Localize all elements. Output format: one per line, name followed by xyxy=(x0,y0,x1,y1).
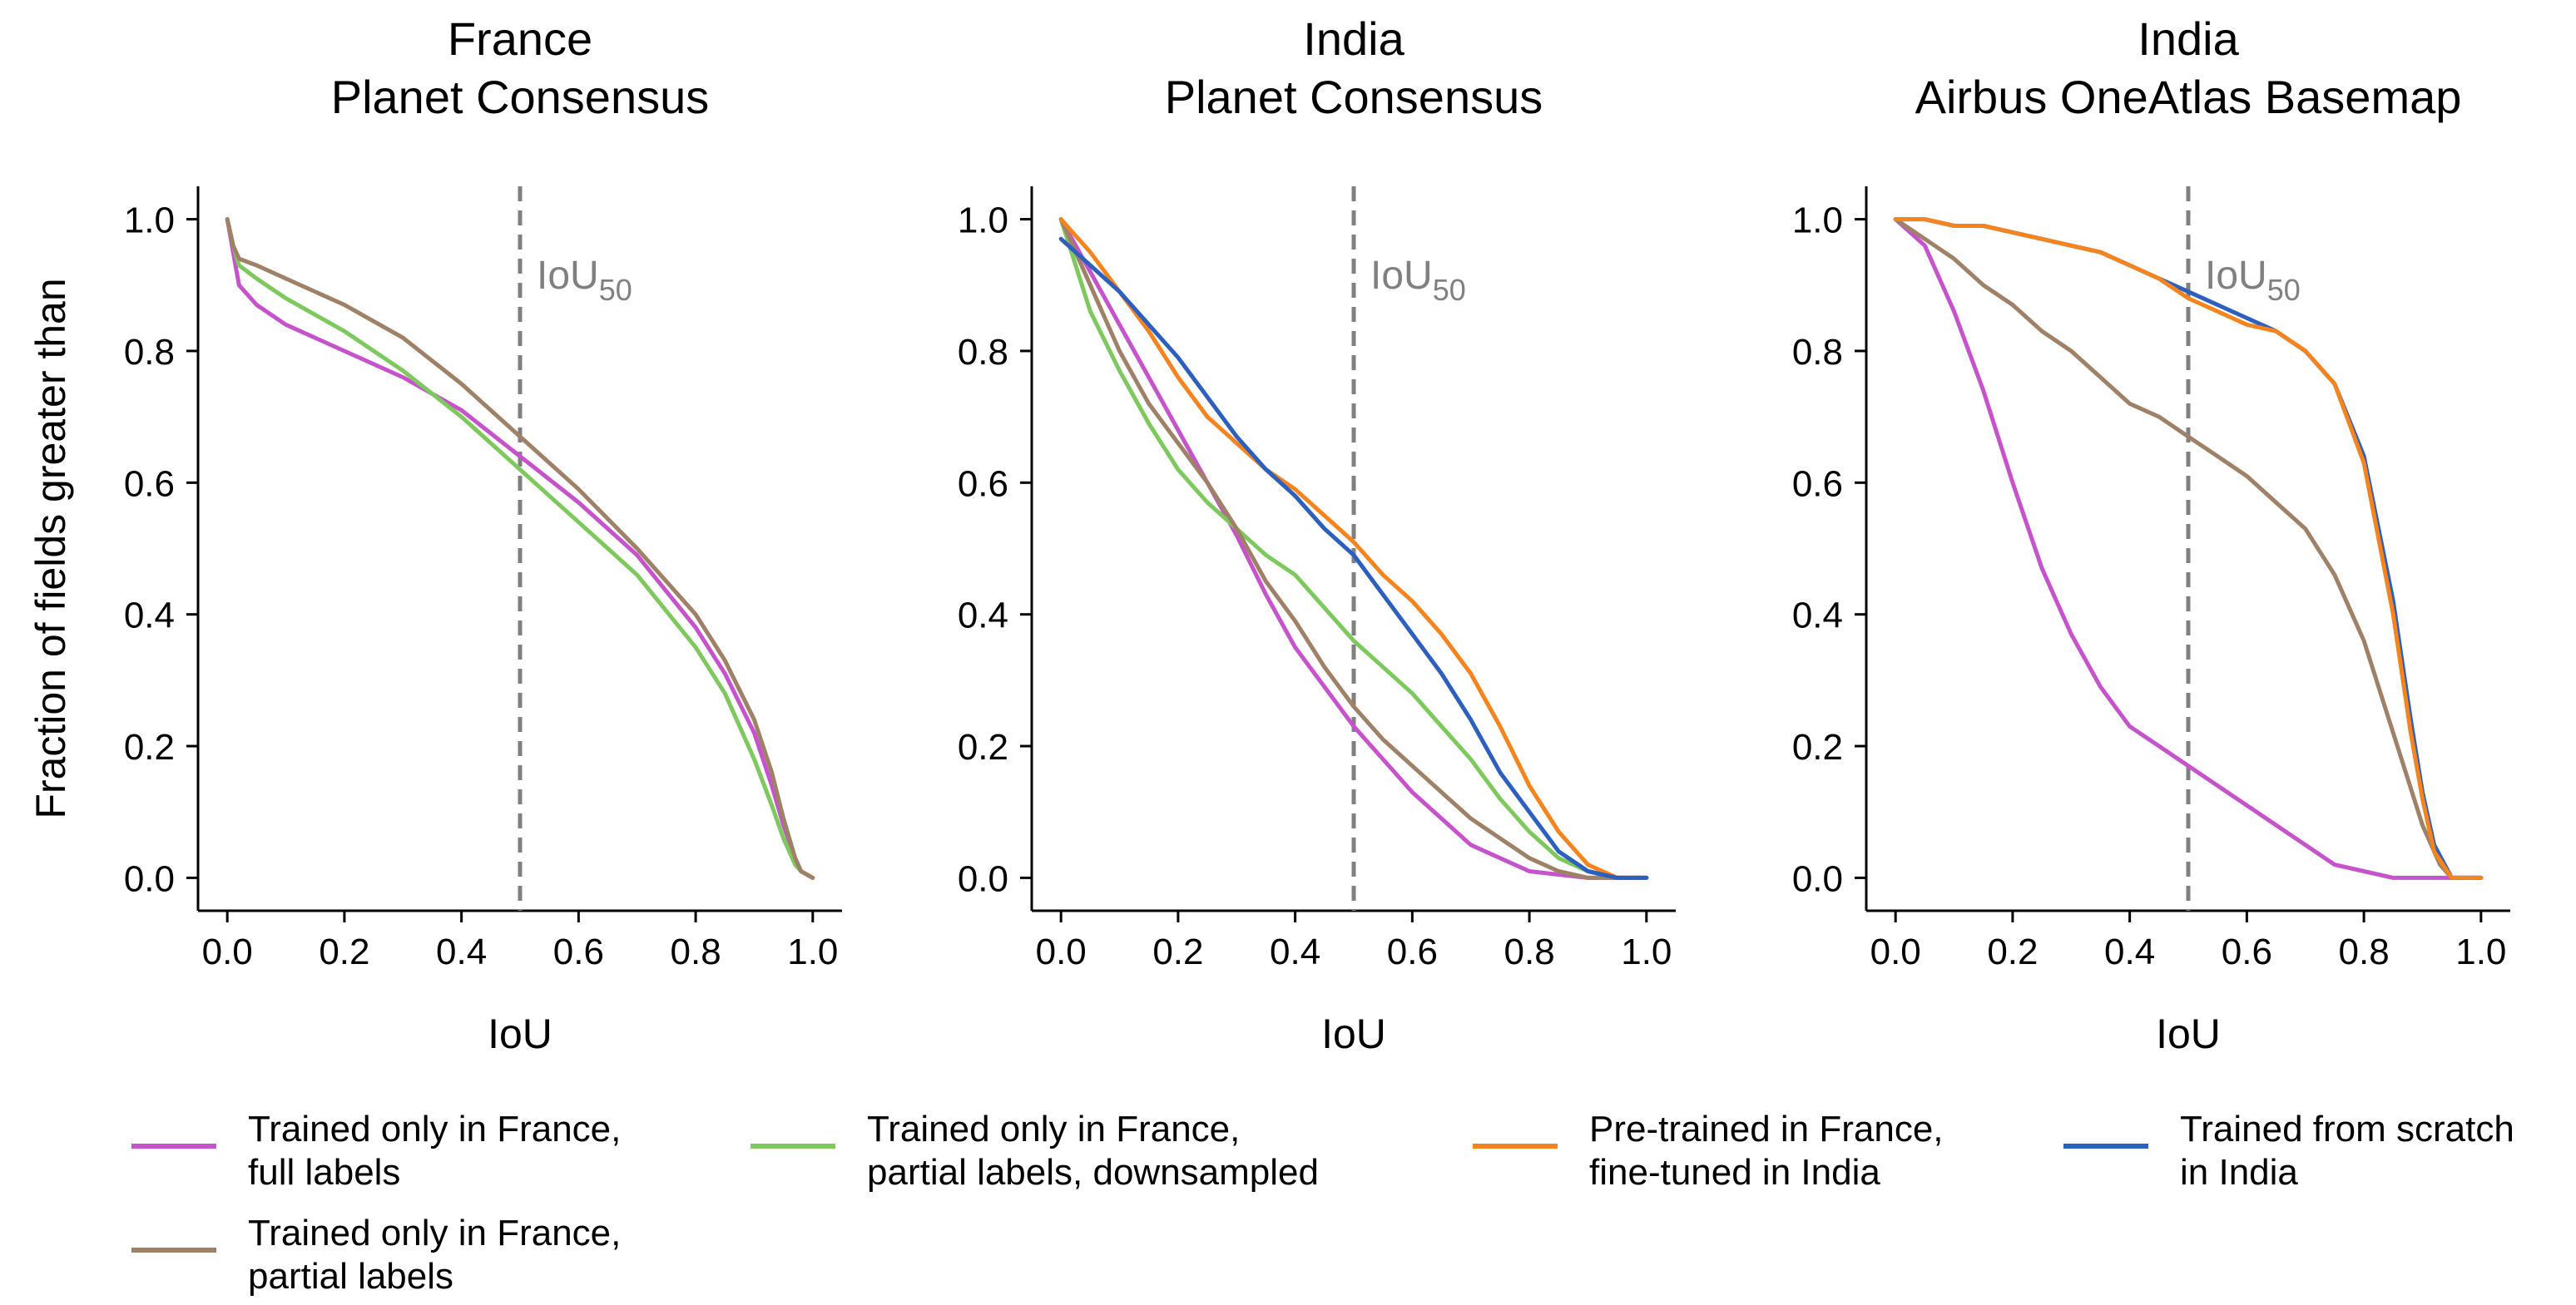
panel-title-line: France xyxy=(448,12,592,65)
legend-label-line: fine-tuned in India xyxy=(1589,1152,1880,1193)
series-line-partial xyxy=(1893,217,2484,880)
y-tick-label: 1.0 xyxy=(124,200,175,241)
y-tick-label: 0.0 xyxy=(124,858,175,899)
legend-label-line: Trained only in France, xyxy=(248,1213,621,1253)
legend-label-line: partial labels xyxy=(248,1256,453,1297)
chart-panel-2: India Planet Consensus 0.0 0.2 0.4 0.6 0.8 1.0 0… xyxy=(958,12,1676,1057)
series-line-scratch xyxy=(1058,236,1649,880)
legend-label-line: Trained only in France, xyxy=(867,1109,1240,1149)
legend-item-partial_down: Trained only in France,partial labels, d… xyxy=(751,1109,1319,1193)
legend-label-line: partial labels, downsampled xyxy=(867,1152,1319,1193)
x-tick-label: 0.2 xyxy=(1152,932,1203,972)
x-axis-label: IoU xyxy=(1321,1011,1386,1057)
series-line-partial_down xyxy=(1058,217,1649,880)
y-axis-label: Fraction of fields greater than xyxy=(27,278,74,818)
x-tick-label: 0.6 xyxy=(1387,932,1438,972)
y-tick-label: 0.8 xyxy=(124,332,175,373)
x-tick-label: 0.4 xyxy=(1270,932,1320,972)
x-tick-label: 0.0 xyxy=(1036,932,1087,972)
x-tick-label: 0.8 xyxy=(1504,932,1555,972)
legend-item-partial: Trained only in France,partial labels xyxy=(131,1213,621,1297)
panel-title-line: India xyxy=(1303,12,1404,65)
iou50-label-main: IoU xyxy=(1370,254,1433,298)
y-tick-label: 0.8 xyxy=(1792,332,1843,373)
legend-item-full: Trained only in France,full labels xyxy=(131,1109,621,1193)
y-tick-label: 1.0 xyxy=(958,200,1008,241)
panel-title-line: Planet Consensus xyxy=(1165,71,1543,123)
y-tick-label: 0.2 xyxy=(958,727,1008,768)
y-tick-label: 0.6 xyxy=(124,463,175,504)
x-tick-label: 0.6 xyxy=(2222,932,2272,972)
panel-title-line: Planet Consensus xyxy=(331,71,710,123)
y-tick-label: 0.4 xyxy=(958,596,1008,636)
x-tick-label: 0.0 xyxy=(202,932,253,972)
panel-title-line: Airbus OneAtlas Basemap xyxy=(1915,71,2462,123)
legend-label-line: in India xyxy=(2180,1152,2298,1193)
chart-panel-3: India Airbus OneAtlas Basemap 0.0 0.2 0.4 0.6… xyxy=(1792,12,2510,1057)
y-tick-label: 0.2 xyxy=(124,727,175,768)
x-tick-label: 0.8 xyxy=(2339,932,2390,972)
legend: Trained only in France,full labelsTraine… xyxy=(131,1109,2514,1297)
x-tick-label: 0.2 xyxy=(319,932,369,972)
iou50-label: IoU50 xyxy=(1370,254,1466,307)
series-line-full xyxy=(1058,217,1649,880)
x-axis-label: IoU xyxy=(2156,1011,2221,1057)
series-line-full xyxy=(1893,217,2484,880)
y-tick-label: 0.0 xyxy=(958,858,1008,899)
series-line-partial_down xyxy=(225,217,815,880)
chart-panel-1: France Planet Consensus 0.0 0.2 0.4 0.6 0.8 1.0… xyxy=(27,12,842,1057)
x-tick-label: 0.8 xyxy=(671,932,721,972)
x-axis-label: IoU xyxy=(488,1011,552,1057)
legend-item-pretrained: Pre-trained in France,fine-tuned in Indi… xyxy=(1473,1109,1944,1193)
x-tick-label: 1.0 xyxy=(2455,932,2506,972)
x-tick-label: 0.2 xyxy=(1987,932,2038,972)
y-tick-label: 0.6 xyxy=(958,463,1008,504)
panel-title-line: India xyxy=(2138,12,2239,65)
x-tick-label: 0.4 xyxy=(2104,932,2155,972)
x-tick-label: 1.0 xyxy=(1621,932,1672,972)
y-tick-label: 0.8 xyxy=(958,332,1008,373)
iou50-label-main: IoU xyxy=(537,254,599,298)
y-tick-label: 0.2 xyxy=(1792,727,1843,768)
legend-label-line: Pre-trained in France, xyxy=(1589,1109,1944,1149)
legend-label-line: Trained from scratch xyxy=(2180,1109,2514,1149)
x-tick-label: 1.0 xyxy=(787,932,838,972)
iou50-label-main: IoU xyxy=(2205,254,2267,298)
series-line-partial xyxy=(1058,217,1649,880)
iou50-label-subscript: 50 xyxy=(1433,273,1466,307)
series-line-partial xyxy=(225,217,815,880)
iou50-label: IoU50 xyxy=(2205,254,2301,307)
legend-label-line: Trained only in France, xyxy=(248,1109,621,1149)
iou50-label: IoU50 xyxy=(537,254,632,307)
series-line-pretrained xyxy=(1058,217,1649,880)
y-tick-label: 0.4 xyxy=(1792,596,1843,636)
legend-label-line: full labels xyxy=(248,1152,400,1193)
y-tick-label: 0.4 xyxy=(124,596,175,636)
y-tick-label: 0.6 xyxy=(1792,463,1843,504)
x-tick-label: 0.0 xyxy=(1870,932,1921,972)
iou50-label-subscript: 50 xyxy=(2267,273,2301,307)
x-tick-label: 0.6 xyxy=(553,932,604,972)
iou50-label-subscript: 50 xyxy=(599,273,632,307)
x-tick-label: 0.4 xyxy=(436,932,487,972)
series-line-pretrained xyxy=(1893,217,2484,880)
y-tick-label: 1.0 xyxy=(1792,200,1843,241)
y-tick-label: 0.0 xyxy=(1792,858,1843,899)
